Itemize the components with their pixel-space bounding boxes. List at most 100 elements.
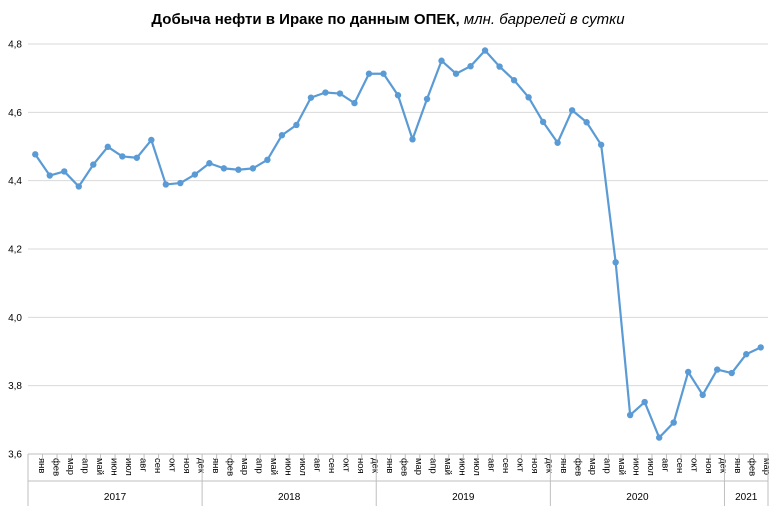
chart-title: Добыча нефти в Ираке по данным ОПЕК, млн… [0,11,776,28]
data-point [423,95,431,103]
x-tick-label: сен [674,458,685,473]
y-tick-label: 4,2 [8,245,22,256]
data-point [206,160,213,167]
data-point [220,165,228,172]
data-point [743,351,750,358]
data-point [655,434,663,441]
data-point [278,132,286,139]
data-point [626,411,634,419]
x-tick-label: ноя [355,458,366,474]
chart-title-subtitle: млн. баррелей в сутки [463,11,625,28]
data-point [481,47,489,54]
x-tick-label: ноя [529,458,540,474]
data-point [61,168,68,175]
data-point [684,368,692,376]
year-label: 2018 [278,492,301,503]
y-tick-label: 3,8 [8,381,22,392]
x-tick-label: мар [761,458,772,475]
x-tick-label: янв [558,458,569,473]
x-tick-label: авг [660,458,671,472]
data-point [757,344,764,351]
data-point [32,151,39,158]
data-point [336,90,344,97]
x-tick-label: янв [732,458,743,473]
data-point [438,57,445,64]
x-tick-label: июл [297,458,308,476]
series-group [32,47,764,441]
data-point [90,161,97,168]
data-point [148,136,155,144]
x-tick-label: окт [689,458,700,473]
data-point [264,156,271,164]
x-tick-label: мар [239,458,250,475]
x-tick-label: сен [152,458,163,473]
y-tick-label: 4,8 [8,40,22,51]
x-tick-label: июл [123,458,134,476]
data-point [467,63,474,70]
x-tick-label: фев [50,458,61,476]
x-tick-label: июн [282,458,293,476]
x-tick-label: фев [573,458,584,476]
x-tick-label: янв [210,458,221,473]
data-point [249,165,257,172]
x-tick-label: май [442,458,453,475]
data-point [322,89,329,96]
x-tick-label: июл [645,458,656,476]
data-point [133,154,141,161]
data-point [452,70,460,77]
x-tick-label: дек [195,458,206,474]
data-point [75,183,82,190]
x-tick-label: янв [36,458,47,473]
year-label: 2020 [626,492,649,503]
x-tick-label: апр [253,458,264,474]
chart-title-main: Добыча нефти в Ираке по данным ОПЕК, [151,11,460,28]
data-point [641,398,648,406]
x-tick-label: авг [137,458,148,472]
x-axis: янв фев мар апр май июн июл авг сен окт ноя дек2017… [27,453,772,506]
x-tick-label: июл [471,458,482,476]
y-tick-label: 4,6 [8,108,22,119]
x-tick-label: апр [602,458,613,474]
data-point [409,136,416,143]
data-point [583,119,590,126]
data-point [539,118,547,126]
year-label: 2019 [452,492,475,503]
data-point [699,391,706,399]
data-point [670,419,677,426]
series-line [34,49,762,439]
x-tick-label: янв [384,458,395,473]
y-tick-label: 4,0 [8,313,22,324]
x-tick-label: окт [166,458,177,473]
x-tick-label: ноя [703,458,714,474]
x-tick-label: апр [79,458,90,474]
x-tick-label: фев [747,458,758,476]
x-tick-label: фев [399,458,410,476]
year-label: 2021 [735,492,758,503]
x-tick-label: мар [587,458,598,475]
data-point [119,153,126,160]
x-tick-label: июн [631,458,642,476]
x-tick-label: авг [311,458,322,472]
data-point [597,141,605,148]
data-point [104,143,112,151]
x-tick-label: июн [457,458,468,476]
data-point [554,139,561,146]
x-tick-label: мар [65,458,76,475]
x-tick-label: мар [413,458,424,475]
year-label: 2017 [104,492,127,503]
data-point [525,94,532,101]
data-point [235,166,242,173]
data-point [510,77,518,84]
data-point [307,94,315,101]
data-point [380,70,387,77]
x-tick-label: май [616,458,627,475]
data-point [612,259,619,266]
gridlines [28,43,768,387]
y-tick-label: 3,6 [8,450,22,461]
x-tick-label: дек [369,458,380,474]
data-point [568,107,576,114]
x-tick-label: дек [718,458,729,474]
data-point [177,179,184,187]
x-tick-label: окт [515,458,526,473]
x-tick-label: июн [108,458,119,476]
